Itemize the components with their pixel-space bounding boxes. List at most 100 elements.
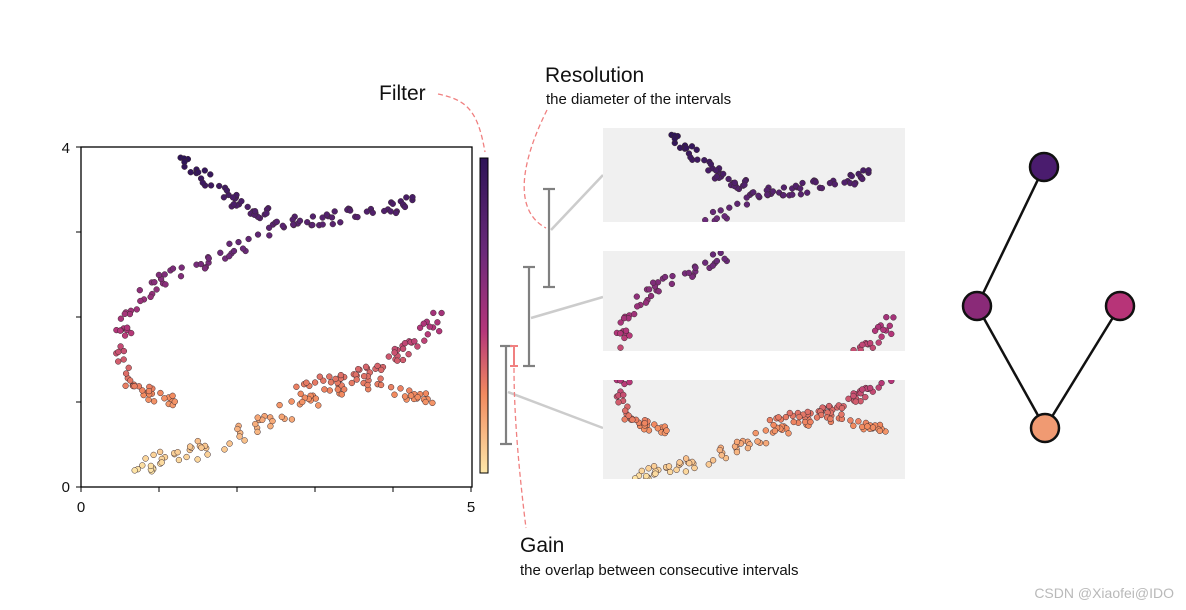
- panel-point: [686, 460, 693, 467]
- scatter-point: [407, 392, 415, 399]
- scatter-point: [139, 462, 146, 469]
- panel-point: [796, 413, 803, 421]
- scatter-point: [320, 377, 327, 384]
- resolution-leader-line: [523, 109, 548, 229]
- scatter-point: [198, 444, 205, 451]
- panel-point: [717, 207, 724, 214]
- scatter-point: [254, 428, 261, 436]
- scatter-point: [391, 391, 398, 398]
- panel-point: [641, 420, 648, 427]
- resolution-label: Resolution: [545, 64, 644, 87]
- panel-point: [625, 412, 632, 419]
- panel-point: [709, 251, 717, 258]
- panel-1-points: [668, 131, 872, 222]
- panel-point: [797, 191, 805, 198]
- scatter-point: [216, 182, 223, 190]
- scatter-point: [139, 387, 146, 394]
- scatter-point: [273, 218, 280, 225]
- panel-point: [862, 393, 869, 401]
- scatter-point: [309, 213, 317, 220]
- panel-point: [780, 192, 787, 199]
- panel-point: [750, 189, 757, 196]
- panel-point: [838, 405, 846, 412]
- panel-point: [669, 272, 676, 280]
- scatter-point: [430, 309, 437, 317]
- panel-point: [687, 154, 694, 161]
- scatter-point: [266, 232, 273, 239]
- scatter-point: [230, 201, 237, 208]
- scatter-point: [187, 169, 194, 176]
- panel-point: [827, 415, 834, 423]
- scatter-point: [220, 194, 228, 201]
- scatter-point: [147, 293, 154, 301]
- panel-point: [673, 466, 680, 473]
- panel-point: [867, 384, 874, 392]
- panel-point: [620, 391, 627, 399]
- panel-point: [633, 293, 640, 300]
- scatter-point: [162, 281, 169, 288]
- panel-point: [733, 448, 741, 456]
- scatter-point: [145, 396, 152, 403]
- panel-point: [886, 322, 893, 329]
- panel-point: [804, 189, 811, 196]
- panel-point: [825, 402, 833, 410]
- panel-point: [867, 339, 874, 347]
- panel-point: [850, 422, 857, 429]
- scatter-point: [332, 375, 339, 383]
- panel-point: [875, 384, 882, 391]
- y-axis-ticks: [76, 146, 81, 488]
- panel-point: [789, 191, 796, 198]
- panel-point: [631, 310, 638, 318]
- panel-point: [743, 194, 750, 201]
- panel-point: [769, 188, 777, 195]
- scatter-point: [278, 413, 285, 420]
- resolution-description: the diameter of the intervals: [546, 91, 731, 108]
- scatter-point: [309, 221, 316, 229]
- panel-point: [859, 386, 866, 393]
- scatter-point: [201, 265, 209, 272]
- panel-point: [643, 472, 650, 479]
- panel-point: [655, 288, 662, 295]
- graph-node-top: [1028, 151, 1060, 183]
- scatter-point: [369, 209, 376, 216]
- scatter-point: [378, 366, 385, 374]
- scatter-point: [194, 437, 201, 445]
- scatter-point: [120, 356, 127, 363]
- scatter-point: [133, 306, 140, 313]
- scatter-point: [331, 208, 338, 215]
- panel-point: [621, 416, 628, 423]
- panel-point: [713, 173, 720, 180]
- panel-connectors: [507, 174, 604, 430]
- panel-point: [813, 414, 821, 421]
- panel-point: [841, 179, 848, 186]
- scatter-point: [239, 245, 247, 252]
- scatter-point: [426, 323, 433, 330]
- scatter-point: [136, 287, 143, 294]
- scatter-point: [362, 363, 370, 370]
- scatter-point: [124, 324, 131, 331]
- scatter-point: [207, 171, 214, 178]
- scatter-point: [401, 203, 409, 211]
- interval-panel-2: [603, 251, 905, 351]
- scatter-point: [364, 381, 371, 389]
- scatter-point: [122, 370, 130, 377]
- scatter-point: [128, 329, 135, 337]
- panel-point: [875, 339, 882, 346]
- scatter-point: [131, 467, 138, 474]
- panel-point: [617, 344, 624, 351]
- panel-point: [694, 156, 701, 163]
- interval-panel-3: [603, 380, 905, 479]
- panel-point: [888, 330, 895, 338]
- panel-point: [668, 280, 676, 288]
- panel-point: [702, 216, 709, 222]
- scatter-point: [422, 390, 430, 397]
- scatter-point: [127, 377, 134, 384]
- graph-edges: [975, 166, 1122, 429]
- panel-point: [682, 468, 690, 475]
- panel-point: [786, 409, 793, 417]
- scatter-point: [175, 456, 183, 464]
- panel-point: [754, 438, 761, 445]
- panel-point: [642, 299, 650, 306]
- panel-point: [622, 407, 629, 414]
- panel-point: [713, 257, 721, 265]
